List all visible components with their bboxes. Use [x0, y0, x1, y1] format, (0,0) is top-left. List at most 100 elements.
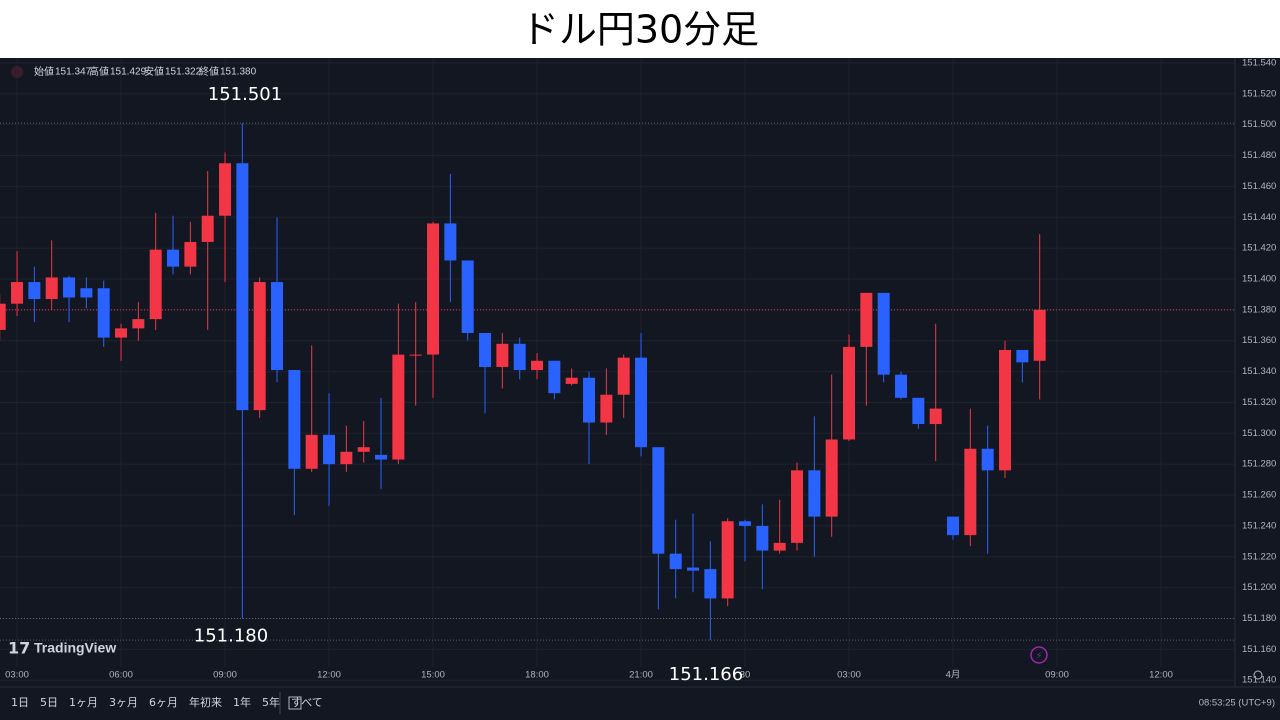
candle-body [323, 434, 336, 465]
candle-body [392, 354, 405, 460]
candle-body [825, 439, 838, 517]
candle-body [704, 569, 717, 599]
legend-value: 151.380 [220, 67, 257, 78]
candle-body [912, 397, 925, 425]
legend-value: 151.322 [165, 67, 202, 78]
candle-body [149, 249, 162, 320]
candle-body [1033, 309, 1046, 361]
y-tick-label: 151.360 [1242, 335, 1276, 346]
range-button[interactable]: 年初来 [189, 695, 222, 709]
candle-body [0, 303, 6, 330]
y-tick-label: 151.400 [1242, 273, 1276, 284]
candle-body [305, 434, 318, 469]
candle-body [981, 448, 994, 471]
candle-body [929, 408, 942, 425]
candle-body [461, 260, 474, 333]
symbol-icon [11, 66, 23, 78]
candle-body [843, 346, 856, 440]
y-tick-label: 151.380 [1242, 304, 1276, 315]
candle-body [184, 241, 197, 267]
candle-body [583, 377, 596, 423]
y-tick-label: 151.480 [1242, 150, 1276, 161]
y-tick-label: 151.180 [1242, 613, 1276, 624]
range-button[interactable]: 1ヶ月 [69, 696, 98, 709]
candle-body [669, 553, 682, 570]
legend-value: 151.347 [55, 67, 92, 78]
y-tick-label: 151.200 [1242, 582, 1276, 593]
candle-body [288, 370, 301, 469]
range-button[interactable]: すべて [291, 696, 323, 709]
y-tick-label: 151.300 [1242, 428, 1276, 439]
range-button[interactable]: 1年 [233, 695, 251, 709]
range-button[interactable]: 6ヶ月 [149, 696, 178, 709]
candle-body [739, 521, 752, 526]
candle-body [63, 277, 76, 298]
x-tick-label: 03:00 [837, 670, 861, 681]
y-tick-label: 151.440 [1242, 212, 1276, 223]
annotation: 151.501 [208, 84, 282, 105]
candle-body [357, 447, 370, 452]
logo-mark: 17 [8, 639, 30, 658]
candle-body [236, 163, 249, 411]
x-tick-label: 09:00 [213, 670, 237, 681]
y-tick-label: 151.140 [1242, 675, 1276, 686]
candle-body [375, 454, 388, 460]
candle-body [1016, 349, 1029, 363]
candle-body [167, 249, 180, 267]
y-tick-label: 151.420 [1242, 243, 1276, 254]
legend-label: 終値 [199, 65, 219, 78]
range-button[interactable]: 3ヶ月 [109, 696, 138, 709]
range-button[interactable]: 5日 [40, 696, 58, 709]
x-tick-label: 21:00 [629, 670, 653, 681]
candle-body [28, 282, 41, 300]
candle-body [600, 394, 613, 423]
candle-body [687, 567, 700, 571]
candle-body [132, 319, 145, 329]
y-tick-label: 151.340 [1242, 366, 1276, 377]
candle-body [617, 357, 630, 395]
candle-body [115, 328, 128, 338]
candle-body [409, 354, 422, 356]
legend-value: 151.429 [110, 67, 147, 78]
candle-body [496, 343, 509, 367]
candle-body [635, 357, 648, 448]
candle-body [253, 282, 266, 411]
candle-body [652, 447, 665, 554]
candle-body [479, 332, 492, 367]
brand-logo: 17 TradingView [8, 639, 116, 658]
candle-body [219, 163, 232, 216]
alert-bolt: ⚡ [1036, 652, 1042, 662]
candle-body [45, 277, 58, 300]
candle-body [947, 516, 960, 536]
range-button[interactable]: 1日 [11, 696, 29, 709]
date-range-icon[interactable] [288, 696, 302, 710]
range-button[interactable]: 5年 [262, 695, 280, 709]
x-tick-label: 06:00 [109, 670, 133, 681]
settings-icon[interactable] [1253, 670, 1263, 680]
annotation: 151.180 [194, 625, 268, 646]
candle-body [999, 349, 1012, 471]
annotation: 151.166 [669, 664, 743, 685]
candle-body [548, 360, 561, 394]
y-tick-label: 151.240 [1242, 520, 1276, 531]
clock: 08:53:25 (UTC+9) [1199, 698, 1275, 709]
candle-body [860, 292, 873, 347]
y-tick-label: 151.320 [1242, 397, 1276, 408]
title-band [0, 0, 1280, 58]
candle-body [808, 470, 821, 517]
candle-body [340, 451, 353, 465]
candle-body [11, 282, 24, 304]
chart-title: ドル円30分足 [521, 8, 759, 52]
x-tick-label: 4月 [946, 670, 961, 681]
legend-label: 高値 [89, 65, 109, 78]
y-tick-label: 151.460 [1242, 181, 1276, 192]
candle-body [721, 521, 734, 599]
candle-body [513, 343, 526, 371]
legend-label: 始値 [34, 65, 54, 78]
candle-body [895, 374, 908, 398]
alert-icon[interactable] [1030, 646, 1048, 664]
y-tick-label: 151.540 [1242, 57, 1276, 68]
candle-body [773, 542, 786, 551]
x-tick-label: 18:00 [525, 670, 549, 681]
